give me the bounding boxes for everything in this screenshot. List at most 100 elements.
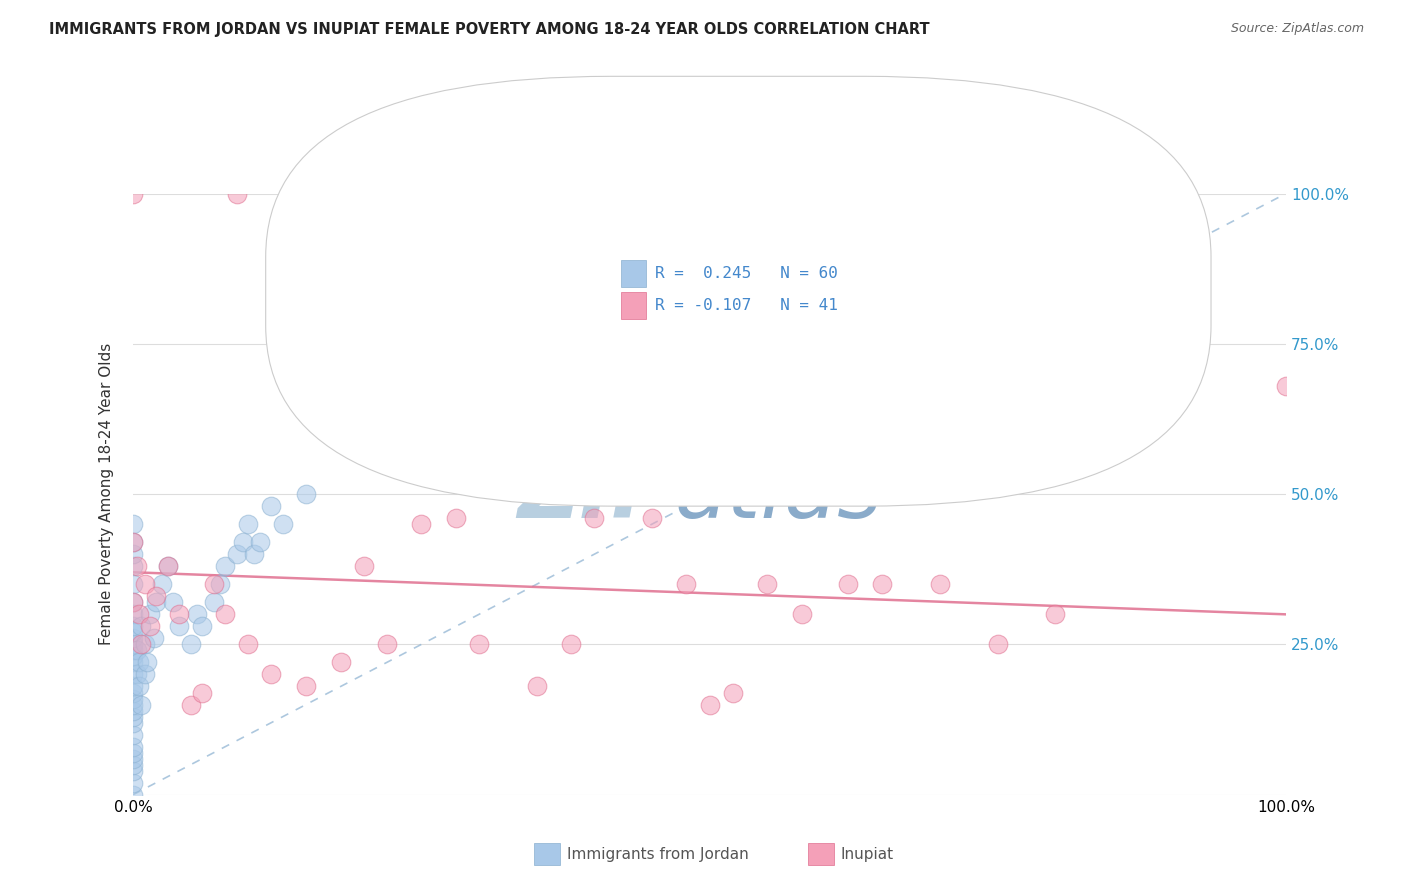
Point (139, 619, 162, 633)
Point (260, 667, 283, 681)
Point (249, 535, 271, 549)
Point (208, 577, 231, 591)
Point (122, 632, 145, 646)
Point (122, 728, 145, 742)
Point (122, 698, 145, 712)
Point (122, 739, 145, 754)
Point (238, 517, 260, 532)
Point (122, 619, 145, 633)
Point (122, 685, 145, 699)
Point (122, 535, 145, 549)
Text: ZIP: ZIP (517, 452, 675, 535)
Point (122, 595, 145, 609)
Point (675, 577, 697, 591)
Point (122, 680, 145, 694)
Point (122, 535, 145, 549)
Bar (621, 293, 647, 319)
Point (721, 685, 744, 699)
Point (583, 511, 606, 525)
Point (756, 577, 779, 591)
Point (225, 186, 247, 201)
Point (134, 667, 156, 681)
Point (129, 619, 152, 633)
Point (134, 637, 156, 651)
Point (122, 704, 145, 718)
Point (125, 667, 148, 681)
Point (271, 517, 294, 532)
Point (180, 698, 202, 712)
Point (122, 643, 145, 657)
Point (191, 619, 214, 633)
Point (122, 186, 145, 201)
Point (929, 577, 952, 591)
Text: Inupiat: Inupiat (841, 847, 894, 862)
Point (295, 680, 318, 694)
Point (238, 637, 260, 651)
Point (186, 607, 208, 622)
Point (411, 517, 433, 532)
Point (560, 637, 582, 651)
Point (125, 643, 148, 657)
Point (129, 637, 152, 651)
Y-axis label: Female Poverty Among 18-24 Year Olds: Female Poverty Among 18-24 Year Olds (100, 343, 114, 645)
Point (122, 637, 145, 651)
Point (225, 547, 247, 561)
Point (162, 595, 184, 609)
Point (156, 559, 179, 574)
Text: atlas: atlas (675, 452, 883, 535)
Point (142, 632, 165, 646)
Point (167, 619, 190, 633)
FancyBboxPatch shape (266, 77, 1211, 506)
Point (375, 637, 398, 651)
Point (122, 577, 145, 591)
Point (814, 379, 837, 393)
Point (125, 559, 148, 574)
Point (214, 607, 236, 622)
Point (122, 775, 145, 789)
Point (128, 656, 150, 670)
Point (790, 607, 813, 622)
Point (444, 511, 467, 525)
Point (987, 637, 1010, 651)
Point (128, 680, 150, 694)
Point (260, 499, 283, 513)
Point (191, 685, 214, 699)
Point (872, 577, 894, 591)
Point (232, 535, 254, 549)
Point (122, 517, 145, 532)
Point (167, 607, 190, 622)
Bar (621, 260, 647, 287)
Point (122, 559, 145, 574)
Point (145, 590, 167, 604)
Point (129, 698, 152, 712)
Point (202, 595, 225, 609)
Point (1275, 379, 1298, 393)
Point (837, 577, 859, 591)
Point (122, 764, 145, 778)
Point (122, 757, 145, 772)
Point (122, 667, 145, 681)
Point (122, 625, 145, 640)
Point (526, 680, 548, 694)
Point (122, 715, 145, 730)
Point (136, 656, 159, 670)
Text: Immigrants from Jordan: Immigrants from Jordan (567, 847, 748, 862)
Point (122, 691, 145, 706)
Point (122, 649, 145, 664)
Point (202, 577, 225, 591)
Point (156, 559, 179, 574)
Point (641, 511, 664, 525)
Text: R =  0.245   N = 60: R = 0.245 N = 60 (655, 266, 838, 281)
Text: R = -0.107   N = 41: R = -0.107 N = 41 (655, 299, 838, 313)
Point (214, 559, 236, 574)
Point (134, 577, 156, 591)
Point (122, 656, 145, 670)
Point (122, 788, 145, 802)
Point (180, 637, 202, 651)
Point (295, 487, 318, 501)
Point (145, 595, 167, 609)
Point (699, 698, 721, 712)
Point (139, 607, 162, 622)
Point (329, 656, 352, 670)
Point (122, 607, 145, 622)
